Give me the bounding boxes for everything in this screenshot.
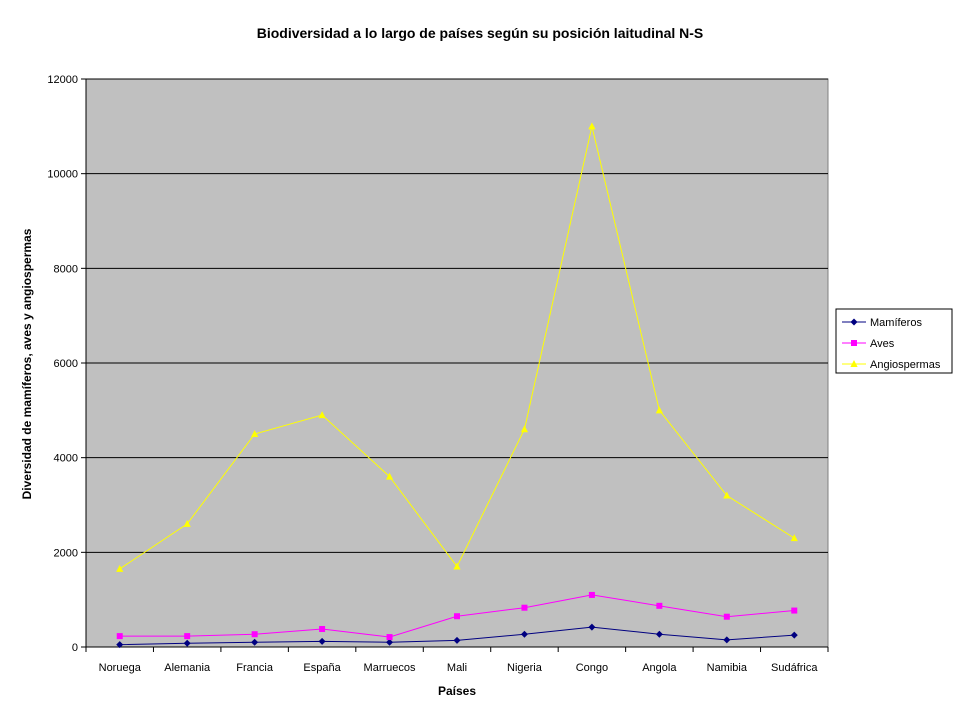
y-tick-label: 4000 [54, 453, 78, 465]
data-point [116, 564, 124, 572]
x-tick-label: Marruecos [364, 662, 416, 674]
y-tick-label: 6000 [54, 358, 78, 370]
data-point [723, 491, 731, 499]
data-point [453, 636, 461, 644]
data-point [184, 633, 191, 640]
legend: Mamíferos Aves Angiospermas [835, 308, 953, 374]
data-point [116, 633, 123, 640]
x-tick-label: Mali [447, 662, 467, 674]
data-point [318, 637, 326, 645]
data-point [588, 122, 596, 130]
series-group [116, 122, 798, 649]
data-point [791, 607, 798, 614]
data-point [588, 623, 596, 631]
x-axis-title: Países [438, 684, 476, 698]
data-point [520, 630, 528, 638]
data-point [183, 519, 191, 527]
data-point [386, 634, 393, 641]
data-point [521, 604, 528, 611]
x-tick-label: Sudáfrica [771, 662, 818, 674]
data-point [385, 472, 394, 480]
data-point [790, 534, 798, 542]
legend-marker [850, 318, 858, 326]
y-tick-label: 10000 [47, 169, 78, 181]
y-tick-label: 2000 [54, 547, 78, 559]
data-point [520, 425, 529, 433]
data-point [588, 591, 595, 598]
series-mamiferos [116, 623, 798, 649]
x-tick-label: Namibia [707, 662, 748, 674]
data-point [790, 631, 798, 639]
data-point [656, 602, 663, 609]
x-tick-label: Noruega [99, 662, 142, 674]
y-axis-title: Diversidad de mamíferos, aves y angiospe… [20, 228, 34, 499]
y-tick-label: 8000 [54, 263, 78, 275]
data-point [318, 411, 326, 419]
x-tick-label: Angola [642, 662, 677, 674]
data-point [116, 641, 124, 649]
x-tick-label: Nigeria [507, 662, 543, 674]
x-tick-label: Congo [576, 662, 608, 674]
legend-marker [850, 360, 858, 367]
x-tick-label: Alemania [164, 662, 211, 674]
data-point [386, 638, 394, 646]
y-axis-ticks: 0 2000 4000 6000 8000 10000 12000 [47, 74, 86, 654]
series-angiospermas [116, 122, 798, 572]
chart-title: Biodiversidad a lo largo de países según… [257, 25, 704, 41]
gridlines [86, 78, 828, 553]
series-aves [116, 591, 798, 641]
data-point [251, 631, 258, 638]
data-point [251, 638, 259, 646]
legend-label: Angiospermas [870, 359, 941, 371]
data-point [655, 406, 663, 414]
y-tick-label: 12000 [47, 74, 78, 86]
x-tick-label: España [303, 662, 341, 674]
data-point [251, 430, 259, 437]
x-tick-label: Francia [236, 662, 274, 674]
legend-label: Aves [870, 338, 895, 350]
data-point [723, 613, 730, 620]
data-point [319, 626, 326, 633]
data-point [183, 639, 191, 647]
legend-marker [851, 340, 857, 346]
y-tick-label: 0 [72, 642, 78, 654]
x-axis-ticks: Noruega Alemania Francia España Marruecos Mal… [85, 647, 829, 674]
data-point [453, 562, 461, 570]
legend-label: Mamíferos [870, 317, 922, 329]
data-point [723, 636, 731, 644]
data-point [454, 613, 460, 620]
data-point [655, 630, 663, 638]
